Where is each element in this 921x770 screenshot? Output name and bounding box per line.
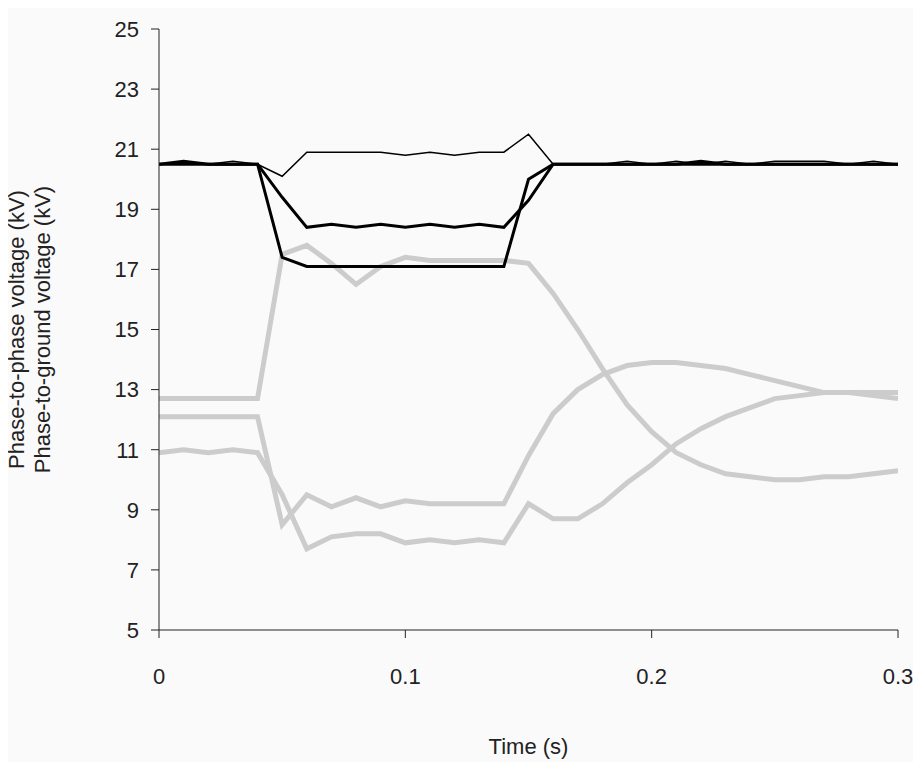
svg-text:0: 0 [153,664,165,689]
svg-text:Time (s): Time (s) [489,734,569,759]
svg-text:13: 13 [115,377,139,402]
svg-text:19: 19 [115,197,139,222]
svg-text:5: 5 [127,618,139,643]
svg-text:0.1: 0.1 [390,664,421,689]
svg-text:25: 25 [115,17,139,42]
svg-text:15: 15 [115,317,139,342]
svg-text:21: 21 [115,137,139,162]
svg-text:17: 17 [115,257,139,282]
svg-text:Phase-to-phase voltage (kV): Phase-to-phase voltage (kV) [8,190,29,469]
svg-text:23: 23 [115,77,139,102]
svg-text:9: 9 [127,498,139,523]
svg-text:0.3: 0.3 [883,664,913,689]
svg-text:0.2: 0.2 [636,664,667,689]
svg-text:Phase-to-ground voltage (kV): Phase-to-ground voltage (kV) [30,186,55,473]
svg-text:7: 7 [127,558,139,583]
svg-text:11: 11 [116,438,139,463]
